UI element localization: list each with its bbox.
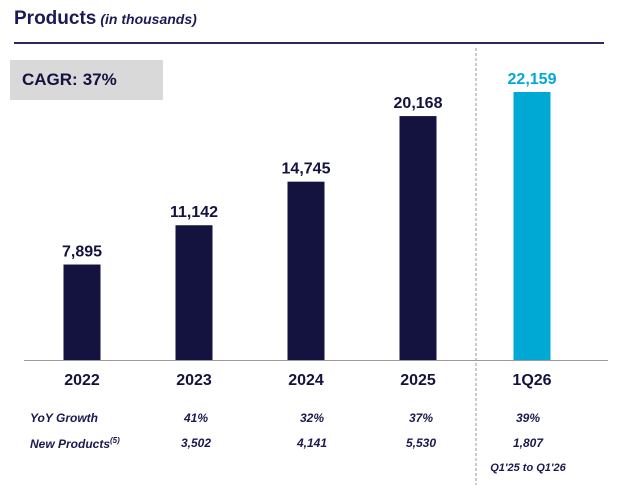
- bar-2023: [175, 225, 213, 360]
- chart-title-block: Products (in thousands): [14, 8, 197, 30]
- new-products-1q26: 1,807: [512, 436, 544, 450]
- yoy-growth-2023: 41%: [183, 411, 209, 425]
- bar-value-label-2024: 14,745: [282, 161, 331, 178]
- category-label-1q26: 1Q26: [512, 372, 551, 389]
- category-label-2024: 2024: [288, 372, 324, 389]
- bar-value-label-2023: 11,142: [170, 204, 218, 221]
- bar-value-label-2022: 7,895: [62, 244, 102, 261]
- quarter-comparison-footnote: Q1'25 to Q1'26: [490, 462, 566, 474]
- category-label-2025: 2025: [400, 372, 436, 389]
- new-products-label: New Products(5): [30, 436, 120, 451]
- cagr-value: 37%: [82, 70, 117, 89]
- new-products-2023: 3,502: [180, 436, 212, 450]
- category-label-2022: 2022: [64, 372, 100, 389]
- bar-2024: [287, 181, 325, 360]
- yoy-growth-2025: 37%: [408, 411, 434, 425]
- new-products-footnote-mark: (5): [110, 436, 120, 445]
- category-label-2023: 2023: [176, 372, 212, 389]
- cagr-badge: CAGR: 37%: [10, 60, 163, 100]
- bar-2025: [399, 116, 437, 360]
- new-products-2025: 5,530: [405, 436, 437, 450]
- yoy-growth-1q26: 39%: [515, 411, 541, 425]
- yoy-growth-2024: 32%: [299, 411, 325, 425]
- chart-title: Products: [14, 8, 97, 29]
- bar-2022: [63, 264, 101, 360]
- new-products-2024: 4,141: [296, 436, 328, 450]
- bar-value-label-1q26: 22,159: [508, 71, 557, 88]
- yoy-growth-label: YoY Growth: [30, 411, 98, 425]
- new-products-label-text: New Products: [30, 437, 111, 451]
- bar-value-label-2025: 20,168: [394, 95, 443, 112]
- yoy-growth-label-text: YoY Growth: [30, 411, 99, 425]
- chart-subtitle: (in thousands): [100, 11, 197, 27]
- bar-1q26: [513, 92, 551, 360]
- cagr-label: CAGR:: [22, 70, 78, 89]
- title-underline: [14, 42, 604, 44]
